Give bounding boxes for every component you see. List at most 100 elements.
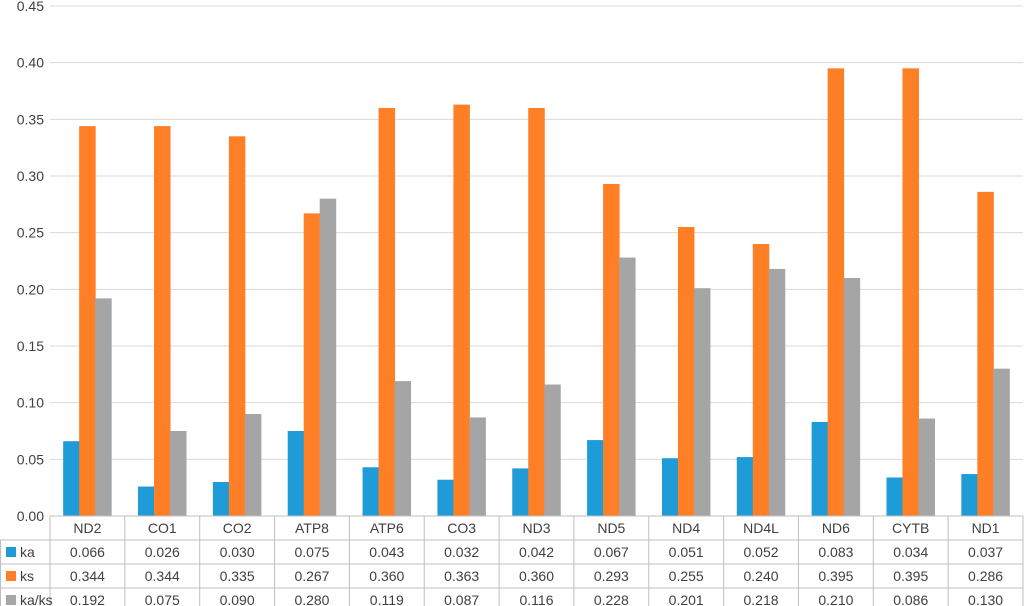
bar-ka-per-ks bbox=[244, 414, 262, 516]
legend-label: ka bbox=[20, 544, 35, 560]
bar-ka bbox=[886, 477, 903, 516]
table-cell-value: 0.075 bbox=[294, 544, 329, 560]
bar-ka bbox=[512, 468, 529, 516]
data-table: ND2 CO1 CO2 ATP8 ATP6 CO3 ND3 ND5 ND4 ND4L ND6 CYTB… bbox=[0, 515, 1024, 606]
table-cell-value: 0.119 bbox=[370, 592, 404, 606]
bar-ks bbox=[303, 213, 321, 516]
table-cell-value: 0.034 bbox=[893, 544, 928, 560]
bars bbox=[63, 68, 1010, 517]
table-cell-value: 0.192 bbox=[70, 592, 105, 606]
table-cell-value: 0.395 bbox=[818, 568, 853, 584]
table-cell-value: 0.293 bbox=[594, 568, 629, 584]
y-tick-label: 0.10 bbox=[17, 395, 44, 411]
table-cell-value: 0.066 bbox=[70, 544, 105, 560]
x-tick-label: ND5 bbox=[597, 520, 625, 536]
x-tick-label: ND2 bbox=[73, 520, 101, 536]
table-cell-value: 0.363 bbox=[444, 568, 479, 584]
table-cell-value: 0.087 bbox=[444, 592, 479, 606]
table-cell-value: 0.052 bbox=[744, 544, 779, 560]
x-tick-label: ND4L bbox=[743, 520, 779, 536]
bar-ka-per-ks bbox=[95, 298, 112, 516]
bar-ka-per-ks bbox=[843, 278, 861, 516]
bar-ks bbox=[528, 108, 545, 516]
table-cell-value: 0.042 bbox=[519, 544, 554, 560]
table-cell-value: 0.032 bbox=[444, 544, 479, 560]
bar-ks bbox=[603, 183, 620, 516]
bar-ka-per-ks bbox=[170, 431, 187, 516]
bar-ka-per-ks bbox=[394, 381, 412, 516]
y-tick-label: 0.20 bbox=[17, 281, 44, 297]
table-cell-value: 0.026 bbox=[145, 544, 180, 560]
table-cell-value: 0.030 bbox=[220, 544, 255, 560]
x-tick-label: ND4 bbox=[672, 520, 700, 536]
bar-ka-per-ks bbox=[768, 268, 786, 516]
x-tick-label: CO2 bbox=[223, 520, 252, 536]
legend-label: ka/ks bbox=[20, 592, 53, 606]
table-cell-value: 0.210 bbox=[818, 592, 853, 606]
bar-ka bbox=[811, 421, 829, 516]
table-cell-value: 0.344 bbox=[70, 568, 105, 584]
x-tick-label: CYTB bbox=[892, 520, 929, 536]
table-cell-value: 0.116 bbox=[520, 592, 554, 606]
bar-ka-per-ks bbox=[993, 368, 1010, 516]
table-cell-value: 0.218 bbox=[744, 592, 779, 606]
bar-ka-per-ks bbox=[619, 257, 636, 516]
legend-label: ks bbox=[20, 568, 34, 584]
bar-ka bbox=[362, 467, 380, 516]
bar-ks bbox=[677, 227, 695, 516]
y-tick-label: 0.15 bbox=[17, 338, 44, 354]
bar-ks bbox=[977, 191, 994, 516]
y-tick-label: 0.40 bbox=[17, 55, 44, 71]
x-tick-label: CO3 bbox=[447, 520, 476, 536]
bar-ka bbox=[63, 441, 80, 516]
table-cell-value: 0.255 bbox=[669, 568, 704, 584]
table-cell-value: 0.051 bbox=[669, 544, 704, 560]
bar-ks bbox=[752, 244, 770, 516]
x-tick-label: CO1 bbox=[148, 520, 177, 536]
y-tick-label: 0.05 bbox=[17, 451, 44, 467]
table-cell-value: 0.280 bbox=[294, 592, 329, 606]
bar-ka-per-ks bbox=[319, 198, 337, 516]
bar-ka-per-ks bbox=[693, 288, 711, 516]
y-tick-label: 0.45 bbox=[17, 0, 44, 14]
table-cell-value: 0.067 bbox=[594, 544, 629, 560]
x-tick-label: ND1 bbox=[972, 520, 1000, 536]
table-cell-value: 0.090 bbox=[220, 592, 255, 606]
table-cell-value: 0.286 bbox=[968, 568, 1003, 584]
x-tick-label: ND6 bbox=[822, 520, 850, 536]
bar-ka bbox=[212, 482, 230, 516]
x-tick-label: ATP8 bbox=[295, 520, 329, 536]
bar-ka bbox=[736, 457, 754, 516]
table-cell-value: 0.395 bbox=[893, 568, 928, 584]
bar-ks bbox=[228, 136, 246, 517]
bar-ka bbox=[961, 474, 978, 516]
table-cell-value: 0.240 bbox=[744, 568, 779, 584]
table-cell-value: 0.360 bbox=[369, 568, 404, 584]
y-axis-tick-labels: 0.00 0.05 0.10 0.15 0.20 0.25 0.30 0.35 0.40 0.45 bbox=[17, 0, 44, 524]
y-tick-label: 0.00 bbox=[17, 508, 44, 524]
y-tick-label: 0.35 bbox=[17, 111, 44, 127]
table-cell-value: 0.083 bbox=[818, 544, 853, 560]
table-cell-value: 0.228 bbox=[594, 592, 629, 606]
bar-ks bbox=[154, 126, 171, 516]
bar-ka-per-ks bbox=[544, 384, 561, 516]
bar-ka bbox=[661, 458, 679, 516]
legend-key bbox=[6, 595, 16, 605]
bar-ka bbox=[287, 431, 305, 516]
table-cell-value: 0.037 bbox=[968, 544, 1003, 560]
bar-ks bbox=[79, 126, 96, 516]
table-cell-value: 0.075 bbox=[145, 592, 180, 606]
bar-ka bbox=[138, 486, 155, 516]
bar-ka bbox=[587, 440, 604, 516]
table-cell-value: 0.130 bbox=[968, 592, 1003, 606]
table-cell-value: 0.360 bbox=[519, 568, 554, 584]
table-cell-value: 0.086 bbox=[893, 592, 928, 606]
bar-ks bbox=[453, 104, 470, 516]
table-cell-value: 0.267 bbox=[294, 568, 329, 584]
table-cell-value: 0.201 bbox=[669, 592, 704, 606]
legend-key bbox=[6, 571, 16, 581]
table-cell-value: 0.344 bbox=[145, 568, 180, 584]
x-tick-label: ATP6 bbox=[370, 520, 404, 536]
bar-ks bbox=[902, 68, 919, 516]
